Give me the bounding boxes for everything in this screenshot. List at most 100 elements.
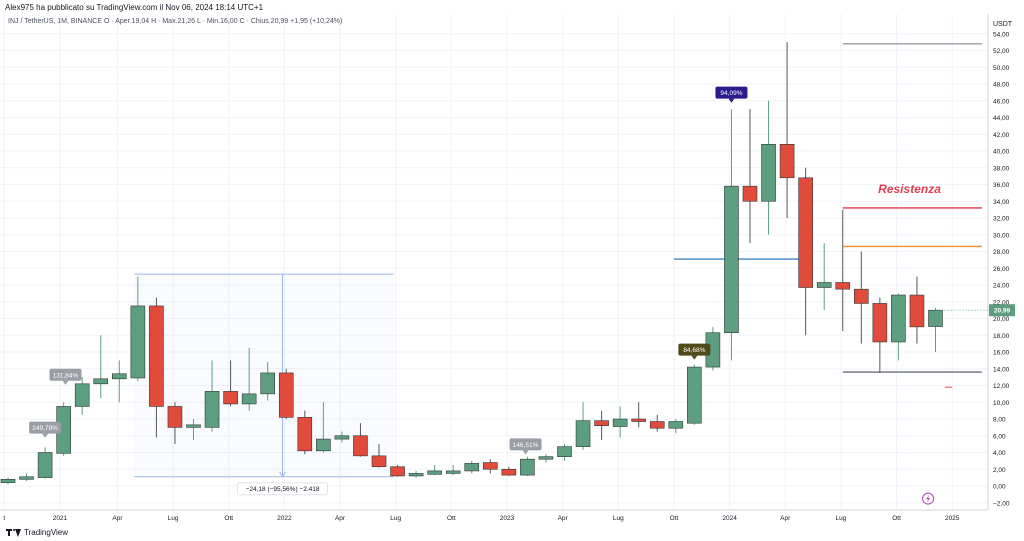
y-tick-label: 28,00 [993, 249, 1010, 256]
x-tick-label: 2022 [277, 515, 292, 522]
candle-body [761, 144, 776, 202]
candle-body [427, 470, 442, 475]
candle-body [798, 177, 813, 288]
pct-label-pointer [42, 433, 49, 438]
x-tick-label: Ott [670, 515, 679, 522]
pct-label-pointer [522, 450, 529, 455]
y-tick-label: 36,00 [993, 182, 1010, 189]
y-tick-label: 22,00 [993, 299, 1010, 306]
y-tick-label: 0,00 [993, 484, 1006, 491]
candle-body [687, 366, 702, 424]
pct-label: 94,09% [720, 90, 742, 97]
x-tick-label: Lug [168, 515, 179, 522]
candle-body [742, 185, 758, 202]
change-value: +1,95 (+10,24%) [290, 18, 343, 25]
candle-body [316, 438, 331, 452]
resistance-label: Resistenza [878, 182, 941, 196]
candle-body [872, 303, 888, 343]
candle-body [371, 455, 387, 468]
footer-brand[interactable]: TradingView [6, 528, 68, 537]
pct-label: 131,84% [53, 372, 79, 379]
pct-label: 146,51% [513, 442, 539, 449]
pct-label-pointer [728, 98, 735, 103]
candle-body [260, 372, 276, 395]
candle-body [853, 288, 869, 304]
x-tick-label: 2021 [53, 515, 68, 522]
pct-label-box [29, 421, 62, 434]
x-tick-label: Apr [335, 515, 346, 522]
candle-body [779, 144, 795, 179]
candle-body [297, 417, 313, 452]
x-tick-label: Apr [780, 515, 791, 522]
x-tick-label: Ott [224, 515, 233, 522]
candle-body [835, 282, 851, 290]
candle-body [19, 476, 34, 480]
ohlc-legend: INJ / TetherUS, 1M, BINANCE O · Aper.19,… [8, 18, 342, 25]
y-tick-label: 32,00 [993, 216, 1010, 223]
x-tick-label: Ott [447, 515, 456, 522]
candle-body [37, 452, 53, 478]
candle-body [167, 406, 183, 428]
candle-body [464, 463, 480, 472]
candle-body [445, 470, 461, 474]
y-tick-label: 40,00 [993, 149, 1010, 156]
candle-body [390, 466, 405, 477]
open-value: O · Aper.19,04 [103, 18, 150, 25]
candle-body [223, 391, 238, 405]
candle-body [74, 383, 90, 407]
close-value: C · Chius.20,99 [239, 18, 289, 25]
x-tick-label: 2024 [722, 515, 737, 522]
brand-label: TradingView [24, 528, 69, 537]
x-tick-label: t [3, 515, 5, 522]
candle-body [575, 420, 591, 447]
y-tick-label: −2,00 [993, 500, 1010, 507]
measure-arrow-head [279, 471, 286, 478]
y-tick-label: 12,00 [993, 383, 1010, 390]
candle-body [204, 391, 220, 428]
candle-body [631, 418, 647, 422]
candle-body [408, 473, 424, 477]
pct-label: 84,68% [683, 347, 705, 354]
last-price-tag [989, 304, 1015, 317]
y-tick-label: 18,00 [993, 333, 1010, 340]
y-tick-label: 46,00 [993, 98, 1010, 105]
tradingview-logo-icon [6, 528, 21, 537]
x-tick-label: Lug [613, 515, 624, 522]
candle-body [93, 378, 109, 385]
pct-label: 249,79% [32, 425, 58, 432]
pct-label-box [509, 438, 542, 451]
y-tick-label: 48,00 [993, 82, 1010, 89]
low-value: L · Min.16,00 [197, 18, 238, 25]
pct-label-box [678, 343, 711, 356]
candle-body [909, 294, 925, 328]
lightning-glyph [926, 495, 931, 503]
candle-body [612, 418, 628, 427]
candle-body [353, 435, 368, 457]
candle-body [112, 373, 127, 380]
candle-body [520, 458, 535, 476]
candle-body [334, 435, 350, 440]
candle-body [928, 309, 943, 327]
candle-body [241, 393, 257, 405]
y-tick-label: 54,00 [993, 31, 1010, 38]
y-tick-label: 50,00 [993, 65, 1010, 72]
price-chart[interactable]: USDT −2,00 0,00 2,00 4,00 6,00 8,00 10,00 12,00 1… [0, 14, 1024, 522]
candle-body [538, 456, 554, 460]
y-tick-label: 4,00 [993, 450, 1006, 457]
high-value: H · Max.21,26 [151, 18, 196, 25]
y-tick-label: 44,00 [993, 115, 1010, 122]
candle-body [816, 282, 832, 288]
candle-body [278, 372, 294, 418]
symbol-label[interactable]: INJ / TetherUS, 1M, BINANCE [8, 18, 103, 25]
x-tick-label: Ott [892, 515, 901, 522]
candle-body [557, 446, 572, 457]
pct-label-pointer [62, 380, 69, 385]
x-tick-label: Apr [112, 515, 123, 522]
candle-body [130, 305, 146, 379]
y-tick-label: 20,00 [993, 316, 1010, 323]
measure-label: −24,18 (−95,56%) −2.418 [246, 486, 320, 493]
x-tick-label: Lug [390, 515, 401, 522]
y-tick-label: 14,00 [993, 366, 1010, 373]
x-tick-label: 2023 [500, 515, 515, 522]
y-tick-label: 16,00 [993, 350, 1010, 357]
